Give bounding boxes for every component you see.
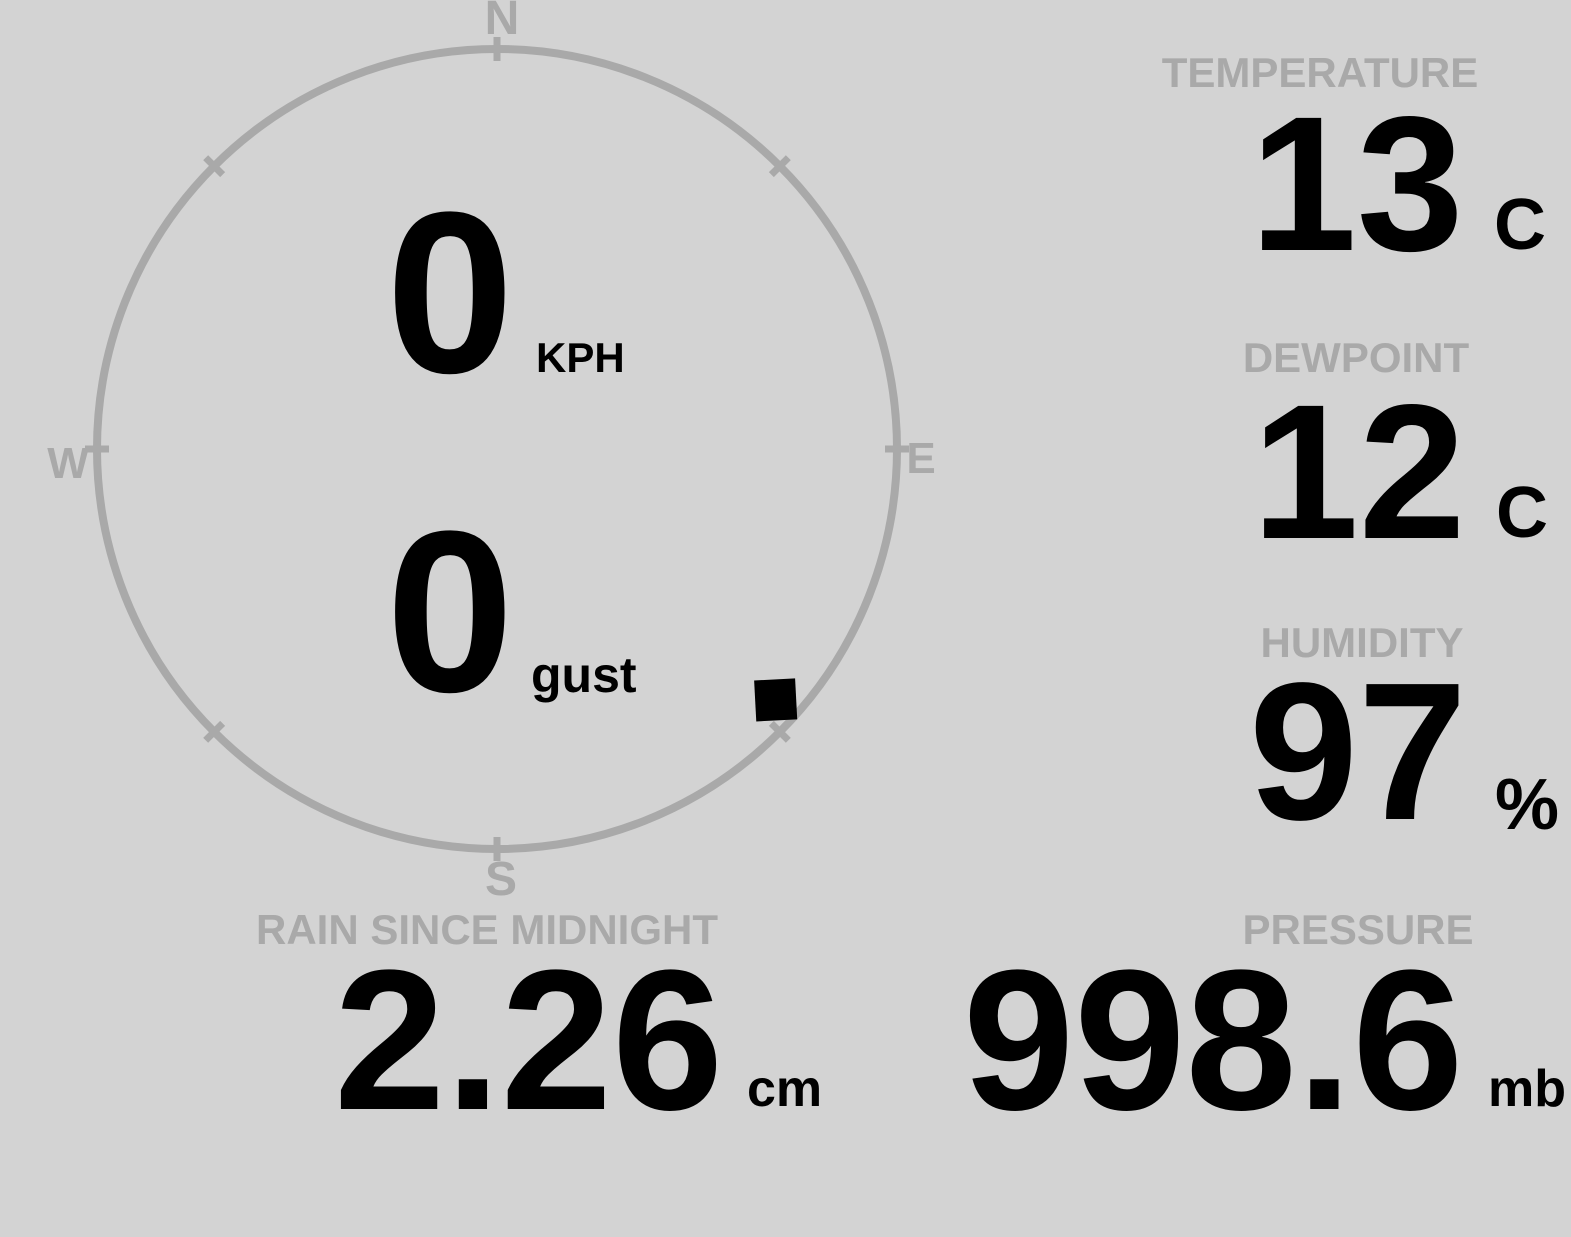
compass-label-south: S xyxy=(484,853,517,906)
temperature-label: TEMPERATURE xyxy=(1161,49,1479,96)
dewpoint-value: 12 xyxy=(1252,364,1466,579)
humidity-value: 97 xyxy=(1249,642,1468,861)
temperature-value: 13 xyxy=(1250,76,1464,291)
wind-speed-value: 0 xyxy=(386,164,514,421)
humidity-unit: % xyxy=(1495,765,1560,845)
compass-label-west: W xyxy=(47,439,89,488)
compass-ticks xyxy=(85,37,909,861)
pressure-unit: mb xyxy=(1488,1060,1566,1118)
wind-gust-unit: gust xyxy=(531,647,637,703)
compass-label-north: N xyxy=(484,0,520,45)
wind-speed-unit: KPH xyxy=(536,334,625,381)
temperature-unit: C xyxy=(1494,185,1546,265)
compass-label-east: E xyxy=(906,434,936,483)
dewpoint-label: DEWPOINT xyxy=(1242,334,1470,381)
rain-value: 2.26 xyxy=(334,929,724,1152)
pressure-value: 998.6 xyxy=(963,929,1464,1152)
wind-gust-value: 0 xyxy=(386,483,514,740)
wind-compass xyxy=(85,37,909,861)
rain-unit: cm xyxy=(747,1060,823,1118)
humidity-label: HUMIDITY xyxy=(1260,619,1464,666)
pressure-label: PRESSURE xyxy=(1242,906,1474,953)
dewpoint-unit: C xyxy=(1496,473,1548,553)
rain-label: RAIN SINCE MIDNIGHT xyxy=(256,906,718,953)
wind-direction-marker-icon xyxy=(754,678,798,722)
